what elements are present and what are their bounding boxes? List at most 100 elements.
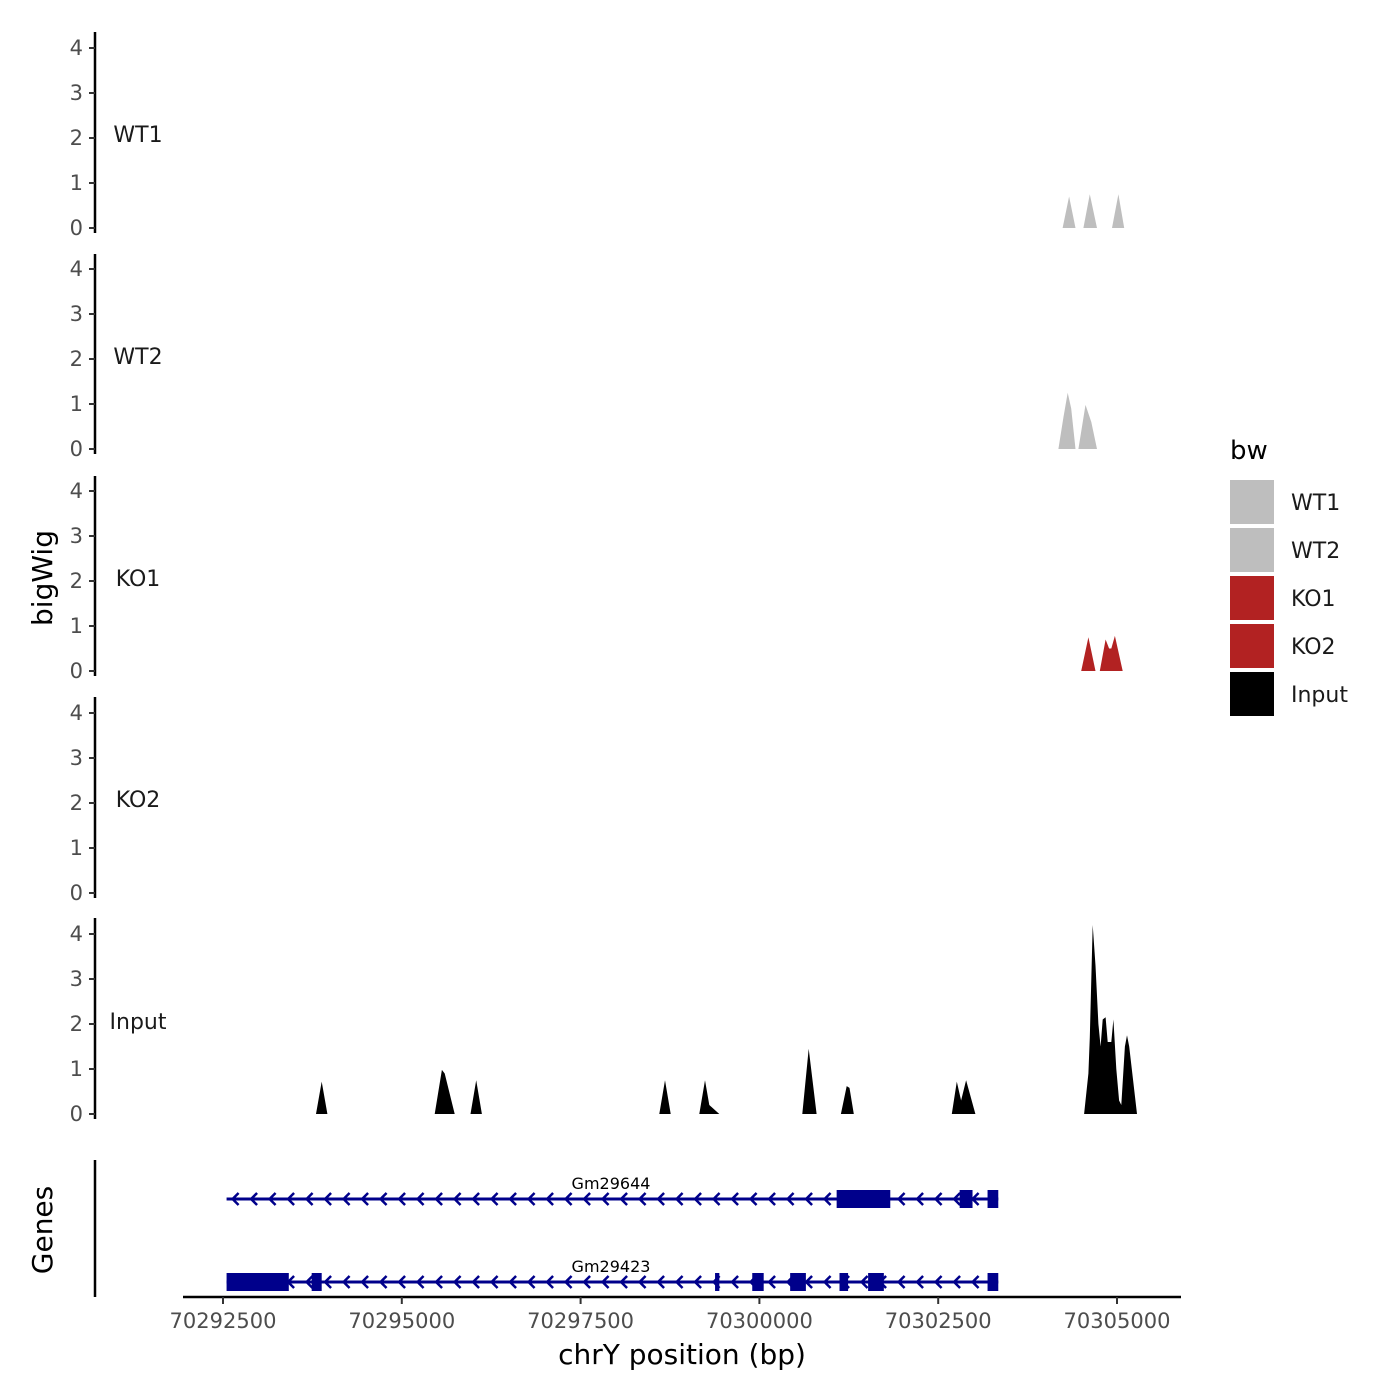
x-tick-label: 70300000 [706,1309,813,1333]
strand-arrow [933,1192,943,1206]
strand-arrow [711,1192,721,1206]
track-label-wt2: WT2 [113,345,162,370]
strand-arrow [323,1192,332,1206]
strand-arrow [508,1275,517,1289]
legend-key-wt1 [1230,480,1274,524]
strand-arrow [915,1275,924,1289]
y-tick-label: 0 [70,216,83,240]
x-tick-label: 70302500 [885,1309,992,1333]
legend-label-ko1: KO1 [1291,587,1336,612]
y-tick-label: 4 [70,701,83,725]
strand-arrow [471,1275,480,1289]
exon [752,1273,764,1291]
y-tick-label: 3 [70,967,83,991]
strand-arrow [952,1275,961,1289]
y-tick-label: 4 [70,922,83,946]
strand-arrow [822,1192,832,1206]
y-tick-label: 3 [70,524,83,548]
exon [790,1273,806,1291]
coverage-area-wt1 [1062,194,1125,228]
gene-gm29644: Gm29644 [226,1174,999,1208]
y-tick-label: 4 [70,479,83,503]
y-tick-label: 0 [70,881,83,905]
x-tick-label: 70295000 [348,1309,455,1333]
gene-label: Gm29644 [572,1174,651,1193]
gene-track-title: Genes [26,1186,59,1274]
strand-arrow [378,1275,388,1289]
strand-arrow [360,1192,369,1206]
strand-arrow [600,1275,610,1289]
gene-track: Gm29644 Gm29423 [93,1160,999,1297]
strand-arrow [526,1275,536,1289]
strand-arrow [434,1192,443,1206]
strand-arrow [415,1275,425,1289]
x-tick-label: 70305000 [1064,1309,1171,1333]
strand-arrow [582,1275,591,1289]
track-wt2: 0 1 2 3 4 WT2 [70,254,1097,461]
y-tick-label: 2 [70,1012,83,1036]
strand-arrow [545,1192,554,1206]
legend-label-wt1: WT1 [1291,491,1340,516]
legend-key-ko1 [1230,576,1274,620]
y-tick-label: 2 [70,126,83,150]
strand-arrow [970,1275,980,1289]
legend-key-input [1230,672,1274,716]
strand-arrow [915,1192,924,1206]
y-tick-label: 2 [70,569,83,593]
y-tick-label: 2 [70,347,83,371]
strand-arrow [304,1192,314,1206]
exon [839,1273,849,1291]
y-tick-label: 0 [70,659,83,683]
exon [226,1273,289,1291]
track-label-ko1: KO1 [116,567,161,592]
strand-arrow [896,1275,906,1289]
y-tick-label: 3 [70,746,83,770]
y-tick-label: 1 [70,392,83,416]
strand-arrow [656,1275,665,1289]
legend-title: bw [1230,436,1268,466]
y-tick-label: 1 [70,614,83,638]
strand-arrow [619,1275,628,1289]
strand-arrow [304,1275,314,1289]
strand-arrow [471,1192,480,1206]
x-axis-title: chrY position (bp) [558,1338,806,1371]
coverage-area-wt2 [1058,392,1097,449]
y-axis-title: bigWig [26,530,59,626]
y-tick-label: 2 [70,791,83,815]
strand-arrow [286,1192,295,1206]
strand-arrow [452,1275,462,1289]
y-tick-label: 1 [70,836,83,860]
strand-arrow [600,1192,610,1206]
track-input: 0 1 2 3 4 Input [70,918,1137,1126]
track-label-input: Input [110,1010,167,1035]
strand-arrow [415,1192,425,1206]
strand-arrow [896,1192,906,1206]
strand-arrow [526,1192,536,1206]
exon [715,1273,720,1291]
strand-arrow [619,1192,628,1206]
strand-arrow [804,1192,813,1206]
legend-key-wt2 [1230,528,1274,572]
strand-arrow [804,1275,813,1289]
y-tick-label: 3 [70,302,83,326]
track-label-wt1: WT1 [113,123,162,148]
exon [987,1190,999,1208]
strand-arrow [693,1275,702,1289]
strand-arrow [452,1192,462,1206]
strand-arrow [341,1275,351,1289]
coverage-tracks: 0 1 2 3 4 WT1 0 1 2 3 4 WT2 0 1 2 3 4 KO1 0 1 2 3 4 KO2 0 1 2 3 4 Inp… [70,32,1137,1126]
strand-arrow [859,1275,869,1289]
strand-arrow [748,1192,758,1206]
strand-arrow [637,1192,647,1206]
strand-arrow [674,1275,684,1289]
track-ko2: 0 1 2 3 4 KO2 [70,697,160,905]
strand-arrow [323,1275,332,1289]
track-wt1: 0 1 2 3 4 WT1 [70,32,1125,240]
strand-arrow [952,1192,961,1206]
x-axis: 70292500 70295000 70297500 70300000 70302500… [170,1295,1181,1333]
exon [868,1273,884,1291]
strand-arrow [582,1192,591,1206]
strand-arrow [508,1192,517,1206]
strand-arrow [674,1192,684,1206]
strand-arrow [822,1275,832,1289]
